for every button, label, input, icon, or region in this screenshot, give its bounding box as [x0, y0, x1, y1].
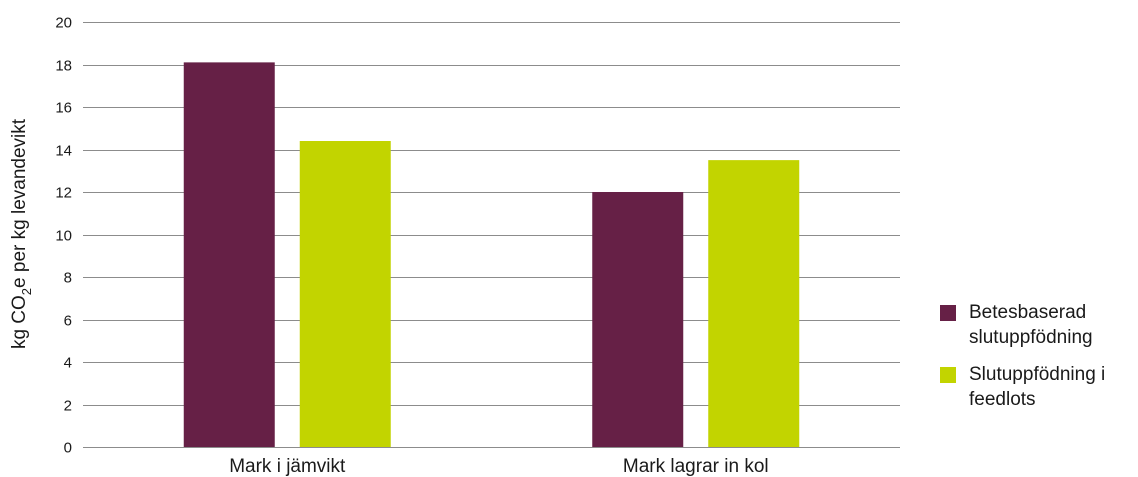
legend-label-line2: feedlots [969, 389, 1036, 410]
y-tick-label: 16 [55, 100, 72, 117]
y-tick-label: 0 [64, 440, 72, 457]
bar-series-1-category-1 [708, 160, 800, 447]
y-axis-label-prefix: kg CO [9, 295, 30, 349]
legend-label: Slutuppfödning i feedlots [969, 362, 1105, 412]
y-tick-label: 2 [64, 398, 72, 415]
legend-swatch [940, 367, 956, 383]
x-category-label: Mark lagrar in kol [623, 456, 769, 477]
y-tick-label: 10 [55, 228, 72, 245]
y-tick-label: 4 [64, 355, 72, 372]
y-axis-label-suffix: e per kg levandevikt [9, 118, 30, 288]
legend-item-betesbaserad: Betesbaserad slutuppfödning [940, 300, 1135, 350]
y-tick-label: 12 [55, 185, 72, 202]
y-tick-label: 14 [55, 143, 72, 160]
bar-series-0-category-1 [592, 192, 684, 447]
legend-item-feedlots: Slutuppfödning i feedlots [940, 362, 1135, 412]
bar-series-1-category-0 [299, 141, 391, 447]
x-axis-category-labels: Mark i jämvikt Mark lagrar in kol [229, 456, 768, 477]
legend: Betesbaserad slutuppfödning Slutuppfödnin… [940, 300, 1135, 424]
y-tick-label: 8 [64, 270, 72, 287]
legend-label-line2: slutuppfödning [969, 327, 1093, 348]
x-category-label: Mark i jämvikt [229, 456, 346, 477]
y-axis-label: kg CO2e per kg levandevikt [9, 118, 34, 349]
y-axis-label-subscript: 2 [19, 288, 34, 295]
y-tick-label: 6 [64, 313, 72, 330]
y-axis-ticks: 0 2 4 6 8 10 12 14 16 18 20 [55, 15, 72, 457]
legend-label-line1: Slutuppfödning i [969, 364, 1106, 385]
bars [183, 62, 800, 447]
y-tick-label: 20 [55, 15, 72, 32]
legend-label: Betesbaserad slutuppfödning [969, 300, 1093, 350]
legend-label-line1: Betesbaserad [969, 302, 1087, 323]
legend-swatch [940, 305, 956, 321]
y-tick-label: 18 [55, 58, 72, 75]
bar-series-0-category-0 [183, 62, 275, 447]
